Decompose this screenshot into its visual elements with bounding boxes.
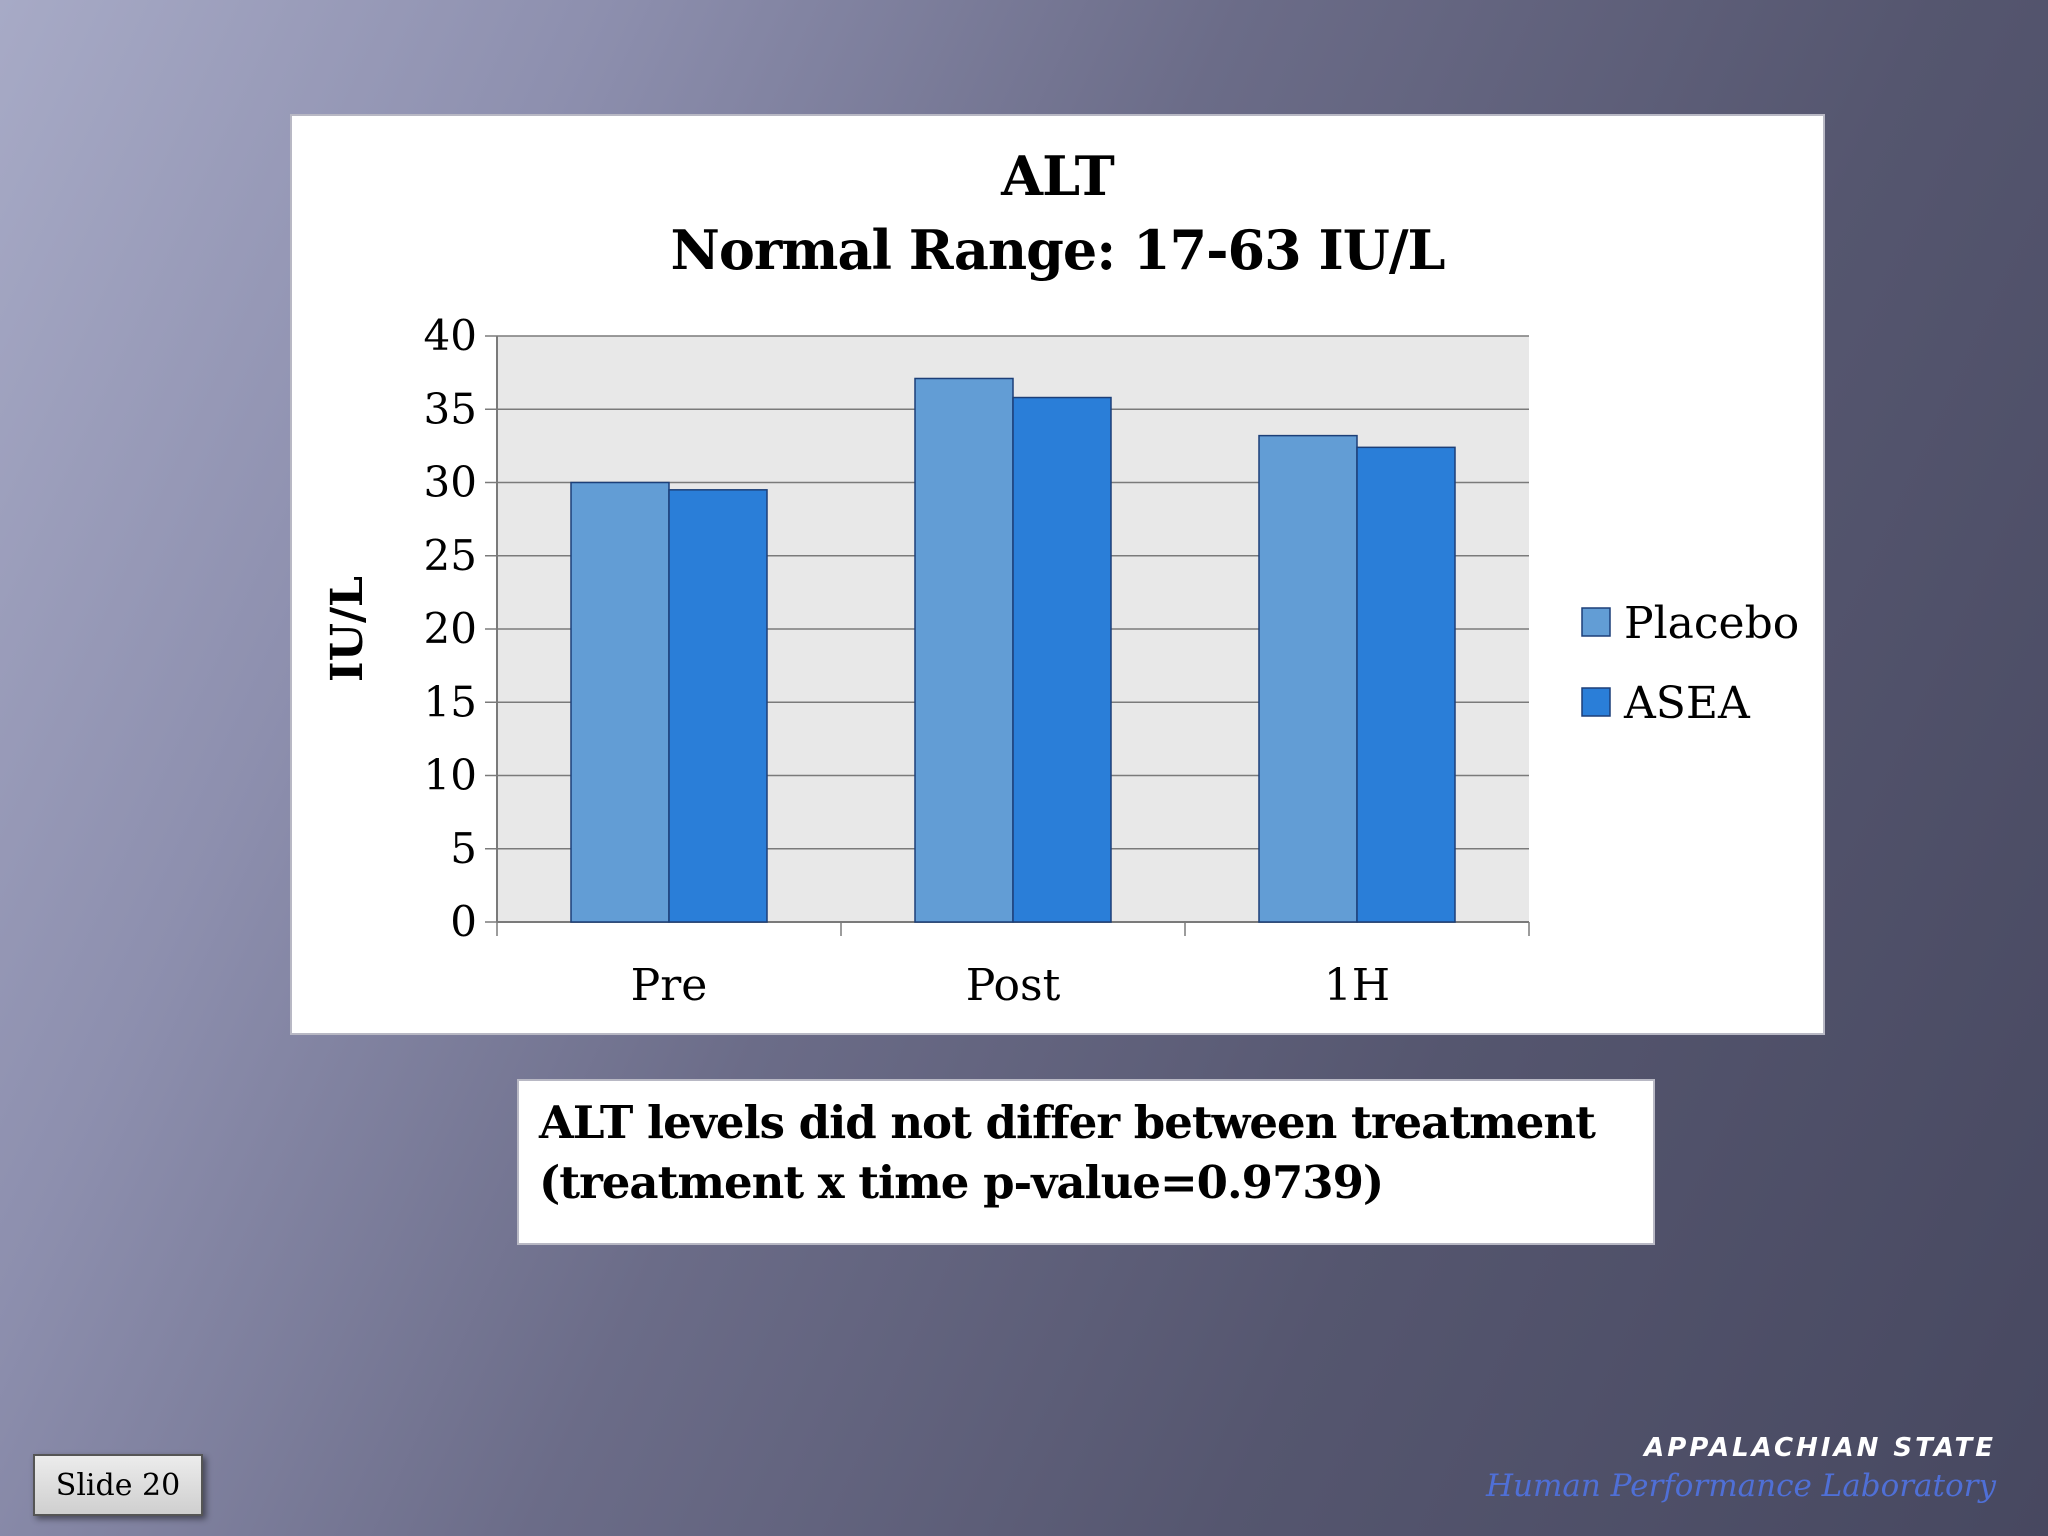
chart-panel: ALT Normal Range: 17-63 IU/L 0 5 10 15 20 25 3… xyxy=(290,114,1825,1035)
appalachian-state-logo: APPALACHIAN STATE xyxy=(1644,1433,1996,1463)
y-tick-label: 30 xyxy=(424,458,477,507)
y-tick-label: 25 xyxy=(424,531,477,580)
y-tick-label: 20 xyxy=(424,604,477,653)
lab-name: Human Performance Laboratory xyxy=(1485,1468,1996,1504)
y-tick-label: 0 xyxy=(450,897,477,946)
y-tick-label: 35 xyxy=(424,384,477,433)
chart-subtitle: Normal Range: 17-63 IU/L xyxy=(670,218,1445,282)
bar-asea-post xyxy=(1012,396,1112,923)
bar-asea-pre xyxy=(668,489,768,923)
y-tick-label: 5 xyxy=(450,824,477,873)
note-line-2: (treatment x time p-value=0.9739) xyxy=(539,1156,1384,1209)
legend-label-asea: ASEA xyxy=(1623,678,1751,729)
chart-title: ALT xyxy=(1001,144,1115,208)
legend-label-placebo: Placebo xyxy=(1624,598,1799,649)
note-line-1: ALT levels did not differ between treatm… xyxy=(539,1096,1596,1149)
y-tick-label: 15 xyxy=(424,677,477,726)
result-note: ALT levels did not differ between treatm… xyxy=(517,1079,1655,1245)
x-tick-label: Pre xyxy=(631,960,708,1011)
bar-chart: 0 5 10 15 20 25 30 35 40 Pre Post 1H IU/L Placebo ASEA xyxy=(322,311,1799,1011)
x-tick-label: Post xyxy=(966,960,1061,1011)
x-tick-label: 1H xyxy=(1324,960,1390,1011)
slide-number: Slide 20 xyxy=(33,1454,203,1516)
bar-asea-1h xyxy=(1356,446,1456,923)
y-axis-label: IU/L xyxy=(322,576,373,682)
bar-placebo-pre xyxy=(570,481,670,923)
legend-swatch-asea xyxy=(1581,687,1611,717)
legend-swatch-placebo xyxy=(1581,607,1611,637)
bar-placebo-1h xyxy=(1258,434,1358,923)
y-tick-label: 40 xyxy=(424,311,477,360)
y-tick-label: 10 xyxy=(424,751,477,800)
bar-placebo-post xyxy=(914,377,1014,923)
